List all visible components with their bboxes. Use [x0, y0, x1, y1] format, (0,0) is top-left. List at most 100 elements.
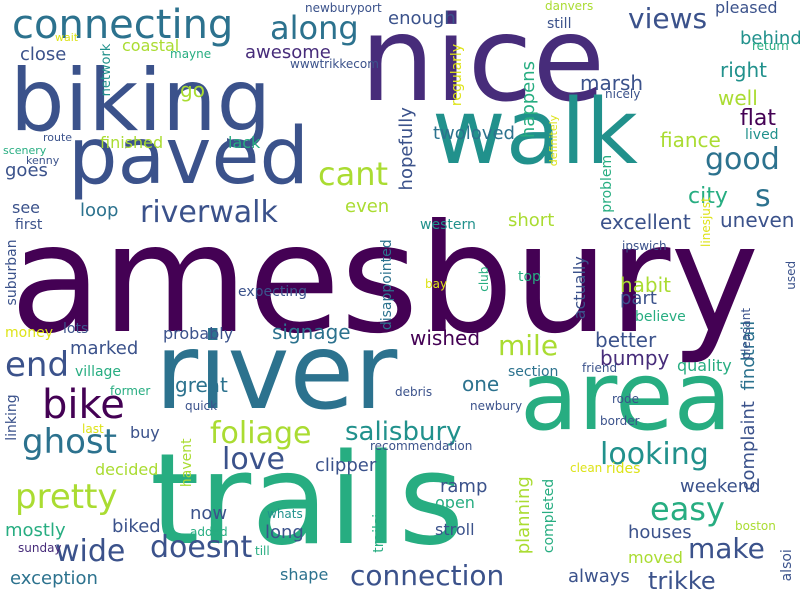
cloud-word: scenery [3, 144, 47, 157]
cloud-word: till [255, 544, 270, 558]
cloud-word: doesnt [150, 530, 253, 565]
cloud-word: probably [163, 324, 234, 343]
cloud-word: one [462, 372, 500, 396]
cloud-word: quality [677, 356, 732, 375]
cloud-word: love [222, 442, 285, 477]
cloud-word: wait [55, 31, 79, 44]
cloud-word: clipper [315, 455, 377, 476]
cloud-word: believe [635, 309, 686, 325]
cloud-word: danvers [545, 0, 594, 13]
cloud-word: see [12, 198, 41, 217]
cloud-word: coastal [122, 36, 180, 55]
cloud-word: loop [80, 200, 119, 221]
cloud-word: awesome [245, 42, 331, 63]
cloud-word: rode [612, 392, 640, 406]
cloud-word: flat [740, 106, 776, 131]
cloud-word: recommendation [370, 439, 473, 453]
cloud-word: connecting [12, 2, 234, 48]
cloud-word: habit [620, 273, 672, 297]
cloud-word: kenny [26, 154, 60, 167]
cloud-word: trikke [648, 567, 716, 595]
cloud-word: debris [395, 385, 433, 399]
cloud-word: western [420, 217, 476, 233]
cloud-word: along [270, 9, 359, 47]
cloud-word: weekend [680, 476, 761, 497]
cloud-word: amesbury [10, 193, 760, 367]
cloud-word: easy [650, 490, 725, 528]
cloud-word: well [718, 86, 758, 110]
cloud-word: pleased [715, 0, 778, 17]
cloud-word: boston [735, 519, 776, 533]
cloud-word: riverwalk [140, 195, 278, 230]
cloud-word: ramp [440, 476, 488, 497]
cloud-word: former [110, 384, 151, 398]
cloud-word: route [43, 131, 73, 144]
cloud-word: top [518, 269, 541, 285]
cloud-word: bike [42, 382, 125, 428]
cloud-word: buy [130, 423, 160, 442]
cloud-word: lots [63, 321, 89, 337]
cloud-word: nicely [605, 87, 641, 101]
cloud-word: network [99, 43, 114, 97]
cloud-word: make [688, 532, 765, 565]
cloud-word: wished [410, 326, 481, 350]
cloud-word: stroll [435, 520, 475, 539]
cloud-word: short [508, 210, 555, 231]
cloud-word: long [265, 522, 304, 543]
cloud-word: looking [600, 437, 709, 472]
cloud-word: havent [179, 438, 195, 488]
cloud-word: goes [5, 160, 48, 181]
cloud-word: planning [513, 476, 534, 555]
cloud-word: still [547, 16, 572, 32]
cloud-word: cant [318, 155, 389, 193]
cloud-word: trails [150, 426, 465, 573]
cloud-word: added [190, 525, 228, 539]
cloud-word: better [595, 328, 657, 352]
cloud-word: pretty [15, 477, 118, 517]
cloud-word: finished [100, 133, 164, 152]
cloud-word: newbury [470, 399, 523, 413]
cloud-word: disappointed [379, 239, 395, 331]
cloud-word: houses [628, 522, 692, 543]
cloud-word: ipswich [622, 239, 667, 253]
cloud-word: mile [498, 329, 559, 362]
cloud-word: decided [95, 460, 159, 479]
cloud-word: quick [185, 399, 218, 413]
cloud-word: uneven [720, 208, 795, 232]
cloud-word: rides [606, 461, 641, 477]
cloud-word: definitely [547, 114, 560, 167]
cloud-word: open [435, 493, 475, 512]
cloud-word: problem [599, 154, 615, 213]
cloud-word: section [508, 364, 559, 380]
cloud-word: newburyport [305, 1, 382, 15]
cloud-word: mayne [170, 47, 212, 61]
cloud-word: behind [740, 28, 800, 49]
cloud-word: even [345, 196, 390, 217]
cloud-word: whats [267, 507, 303, 521]
cloud-word: sunday [18, 541, 62, 555]
cloud-word: suburban [4, 239, 20, 306]
cloud-word: biked [112, 516, 161, 537]
cloud-word: now [190, 503, 228, 524]
cloud-word: s [755, 179, 771, 214]
cloud-word: first [15, 217, 43, 233]
cloud-word: marsh [580, 71, 644, 95]
cloud-word: always [568, 566, 630, 587]
cloud-word: lived [745, 127, 779, 143]
cloud-word: right [720, 58, 767, 82]
cloud-word: bay [425, 277, 448, 291]
cloud-word: twoloved [433, 123, 515, 144]
cloud-word: wwwtrikkecom [290, 57, 379, 71]
cloud-word: views [628, 2, 708, 35]
cloud-word: area [520, 342, 732, 452]
cloud-word: nice [360, 0, 606, 128]
cloud-word: club [477, 266, 491, 292]
cloud-word: river [155, 311, 398, 433]
cloud-word: foliage [210, 416, 312, 451]
cloud-word: hopefully [396, 107, 417, 191]
cloud-word: linking [4, 394, 20, 441]
cloud-word: wide [55, 534, 126, 569]
cloud-word: expecting [238, 284, 307, 300]
cloud-word: trailsi [371, 513, 387, 553]
